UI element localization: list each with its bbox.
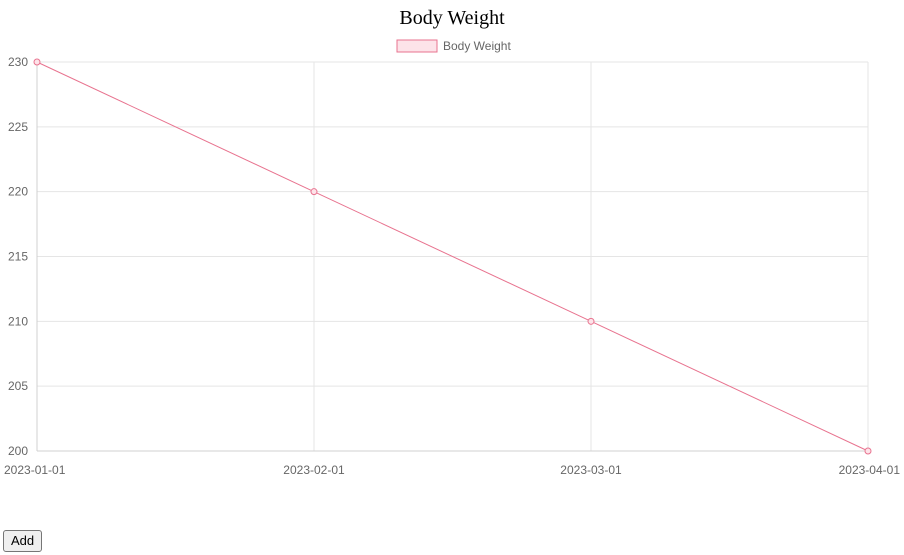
y-tick-label: 205: [8, 379, 28, 393]
body-weight-chart: 230 225 220 215 210 205 200 2023-01-01 2023-02-0…: [4, 39, 900, 477]
series-layer: [33, 58, 872, 455]
axis-labels: 230 225 220 215 210 205 200 2023-01-01 2023-02-0…: [4, 55, 900, 477]
data-point[interactable]: [310, 188, 318, 196]
series-line: [36, 61, 869, 452]
x-tick-label: 2023-01-01: [4, 463, 66, 477]
x-tick-label: 2023-02-01: [283, 463, 345, 477]
y-tick-label: 200: [8, 444, 28, 458]
x-tick-label: 2023-03-01: [560, 463, 622, 477]
y-tick-label: 230: [8, 55, 28, 69]
legend[interactable]: Body Weight: [396, 39, 511, 53]
add-button[interactable]: Add: [3, 530, 43, 552]
y-tick-label: 210: [8, 314, 28, 328]
data-point[interactable]: [587, 317, 595, 325]
y-tick-label: 215: [8, 250, 28, 264]
legend-label[interactable]: Body Weight: [443, 39, 511, 53]
y-tick-label: 225: [8, 120, 28, 134]
data-point[interactable]: [33, 58, 41, 66]
chart-title: Body Weight: [399, 7, 505, 29]
data-point[interactable]: [864, 447, 872, 455]
y-tick-label: 220: [8, 185, 28, 199]
x-tick-label: 2023-04-01: [839, 463, 901, 477]
legend-swatch[interactable]: [396, 39, 438, 53]
